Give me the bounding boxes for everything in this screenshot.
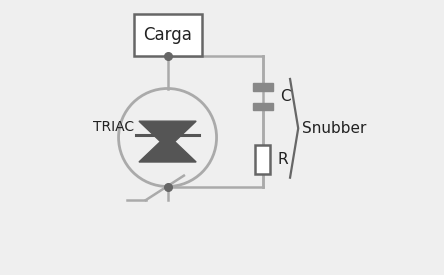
Bar bbox=[253, 83, 273, 91]
Bar bbox=[253, 103, 273, 110]
Polygon shape bbox=[139, 135, 196, 162]
Text: Carga: Carga bbox=[143, 26, 192, 44]
Text: C: C bbox=[280, 89, 290, 104]
Bar bbox=[255, 145, 270, 174]
FancyBboxPatch shape bbox=[134, 14, 202, 56]
Text: R: R bbox=[277, 152, 288, 167]
Text: TRIAC: TRIAC bbox=[93, 120, 134, 134]
Text: Snubber: Snubber bbox=[302, 121, 367, 136]
Polygon shape bbox=[139, 121, 196, 148]
